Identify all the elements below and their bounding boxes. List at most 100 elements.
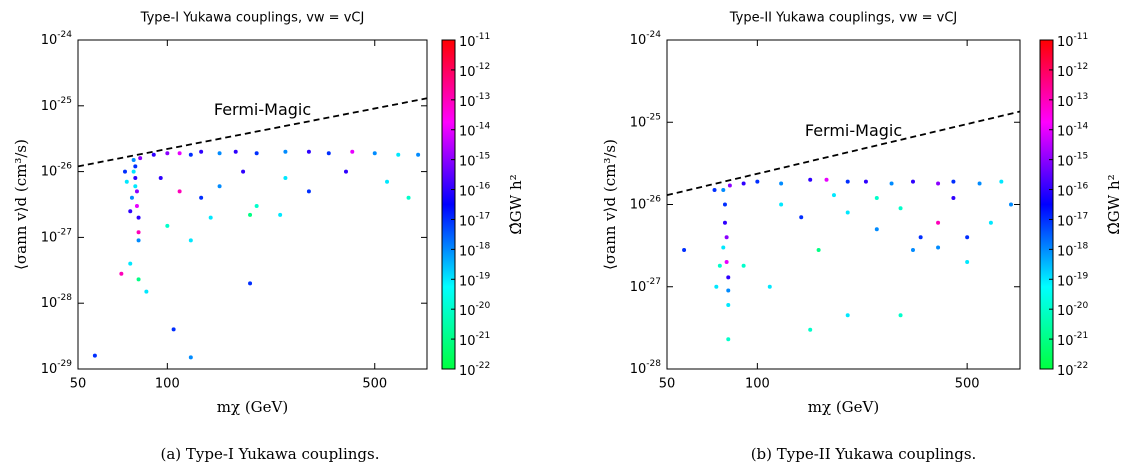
colorbar-tick-label: 10-12 [459,61,490,79]
plot-frame [666,39,1021,370]
scatter-point [712,188,717,193]
scatter-point [808,327,813,332]
scatter-point [306,149,311,154]
colorbar-tick-label: 10-21 [459,331,490,349]
scatter-point [254,151,259,156]
scatter-point [165,223,170,228]
colorbar-tick-label-base: 10 [459,334,476,349]
scatter-point [171,327,176,332]
colorbar-tick-label: 10-20 [1057,301,1089,319]
colorbar-tick-label-exp: -11 [476,32,491,42]
colorbar-tick-label-exp: -12 [1074,61,1089,71]
scatter-point [136,277,141,282]
x-tick-label: 500 [955,377,980,392]
scatter-point [951,179,956,184]
y-tick-label-exp: -24 [57,30,72,40]
scatter-point [831,193,836,198]
scatter-point [124,179,129,184]
scatter-point [936,181,941,186]
colorbar [441,39,456,370]
scatter-point [208,215,213,220]
scatter-point [936,245,941,250]
colorbar-tick-label: 10-18 [1057,241,1089,259]
scatter-point [406,195,411,200]
y-tick-label-exp: -26 [646,194,661,204]
scatter-point [133,175,138,180]
scatter-point [131,169,136,174]
colorbar-tick-label-exp: -17 [476,211,491,221]
colorbar-tick-label-exp: -22 [1074,361,1089,371]
scatter-point [165,151,170,156]
y-tick-label-exp: -25 [57,95,72,105]
colorbar-label: Ω̂GW h² [1105,174,1123,234]
scatter-point [845,210,850,215]
colorbar-tick-label-base: 10 [459,154,476,169]
colorbar-tick-label-base: 10 [1057,334,1074,349]
colorbar-tick-label-base: 10 [459,64,476,79]
colorbar-tick-label-exp: -18 [476,241,491,251]
colorbar-tick-label-base: 10 [1057,124,1074,139]
y-tick-label-base: 10 [630,279,647,294]
y-tick-label-base: 10 [41,164,58,179]
scatter-point [248,281,253,286]
scatter-point [874,195,879,200]
colorbar-tick-label-base: 10 [459,304,476,319]
scatter-point [133,184,138,189]
scatter-point [874,227,879,232]
chart-title: Type-II Yukawa couplings, vw = vCJ [729,11,957,26]
scatter-point [248,212,253,217]
scatter-point [217,184,222,189]
scatter-point [136,230,141,235]
scatter-point [372,151,377,156]
colorbar-tick-label-base: 10 [1057,244,1074,259]
colorbar-tick-label-exp: -11 [1074,32,1089,42]
colorbar-tick-label-exp: -20 [1074,301,1089,311]
y-tick-label: 10-24 [41,30,73,48]
colorbar-tick-label-base: 10 [1057,154,1074,169]
scatter-point [898,313,903,318]
scatter-point [128,209,133,214]
y-tick-label-exp: -26 [57,161,72,171]
colorbar-tick-label: 10-13 [1057,91,1088,109]
colorbar-tick-label: 10-11 [1057,32,1088,50]
scatter-point [714,284,719,289]
scatter-point [119,271,124,276]
colorbar-tick-label-base: 10 [459,124,476,139]
scatter-point [845,313,850,318]
y-tick-label-exp: -27 [57,227,72,237]
limit-label: Fermi-Magic [214,100,311,119]
colorbar-tick-label-exp: -22 [476,361,491,371]
colorbar-tick-label-base: 10 [1057,184,1074,199]
y-tick-label-base: 10 [41,98,58,113]
scatter-point [682,247,687,252]
scatter-point [721,245,726,250]
y-tick-label-base: 10 [41,33,58,48]
scatter-point [816,247,821,252]
colorbar-tick-label-base: 10 [1057,64,1074,79]
y-tick-label: 10-25 [41,95,72,113]
colorbar-tick-label-exp: -15 [1074,151,1089,161]
scatter-point [724,259,729,264]
scatter-point [188,152,193,157]
scatter-point [283,149,288,154]
scatter-point [951,195,956,200]
scatter-point [188,355,193,360]
colorbar-tick-label: 10-20 [459,301,491,319]
caption: (a) Type-I Yukawa couplings. [161,445,380,463]
colorbar-tick-label-exp: -18 [1074,241,1089,251]
colorbar-tick-label-base: 10 [1057,35,1074,50]
scatter-point [741,263,746,268]
scatter-point [726,337,731,342]
scatter-point [133,164,138,169]
y-tick-label-exp: -24 [646,30,661,40]
colorbar-tick-label-exp: -14 [1074,121,1089,131]
colorbar-tick-label-exp: -14 [476,121,491,131]
scatter-point [965,235,970,240]
x-tick-label: 50 [70,377,87,392]
plot-frame [77,39,428,370]
y-tick-label: 10-27 [630,276,661,294]
scatter-point [128,261,133,266]
scatter-point [136,238,141,243]
colorbar-tick-label-exp: -21 [476,331,491,341]
y-tick-label-exp: -25 [646,112,661,122]
